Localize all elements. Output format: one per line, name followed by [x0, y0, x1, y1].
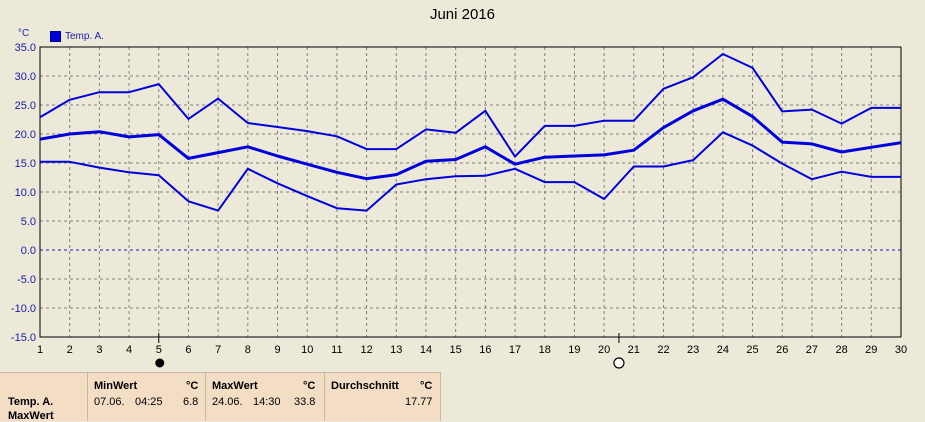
- x-tick-label: 15: [450, 344, 462, 356]
- max-header: MaxWert: [212, 380, 258, 392]
- min-date: 07.06.: [94, 396, 125, 408]
- x-tick-label: 14: [420, 344, 432, 356]
- x-tick-label: 27: [806, 344, 818, 356]
- y-tick-label: 20.0: [15, 129, 36, 141]
- x-tick-label: 3: [96, 344, 102, 356]
- legend-label: Temp. A.: [65, 31, 104, 42]
- y-tick-label: 35.0: [15, 42, 36, 54]
- x-tick-label: 11: [331, 344, 342, 356]
- y-tick-label: 25.0: [15, 100, 36, 112]
- series-line-max: [39, 53, 901, 158]
- x-tick-label: 1: [37, 344, 43, 356]
- x-tick-label: 6: [185, 344, 191, 356]
- x-tick-label: 30: [895, 344, 907, 356]
- y-tick-label: -5.0: [17, 274, 36, 286]
- plot-frame: [39, 46, 902, 338]
- stats-divider: [440, 373, 441, 421]
- x-tick-label: 22: [657, 344, 669, 356]
- x-tick-label: 8: [245, 344, 251, 356]
- x-tick-label: 24: [717, 344, 729, 356]
- y-tick-label: 10.0: [15, 187, 36, 199]
- min-unit: °C: [186, 380, 199, 392]
- x-tick-label: 7: [215, 344, 221, 356]
- min-header: MinWert: [94, 380, 138, 392]
- x-tick-label: 16: [479, 344, 491, 356]
- line-chart: 35.0 30.0 25.0 20.0 15.0 10.0 5.0 0.0 -5.0 -10.0 -…: [11, 42, 907, 369]
- x-tick-label: 12: [360, 344, 372, 356]
- x-tick-label: 21: [628, 344, 640, 356]
- x-tick-label: 26: [776, 344, 788, 356]
- series-line-avg: [39, 97, 902, 181]
- moon-phase-new-icon: [613, 357, 625, 369]
- x-tick-label: 18: [539, 344, 551, 356]
- x-tick-label: 4: [126, 344, 132, 356]
- x-tick-label: 13: [390, 344, 402, 356]
- stats-table: Temp. A. MaxWert MinWert °C 07.06. 04:25…: [0, 372, 441, 422]
- y-tick-label: 0.0: [21, 245, 36, 257]
- x-tick-label: 2: [67, 344, 73, 356]
- x-tick-label: 17: [509, 344, 521, 356]
- x-tick-label: 23: [687, 344, 699, 356]
- stats-divider: [87, 373, 88, 421]
- x-tick-label: 10: [301, 344, 313, 356]
- stats-panel: Temp. A. MaxWert MinWert °C 07.06. 04:25…: [0, 372, 925, 422]
- stats-row-label-2: MaxWert: [8, 410, 54, 422]
- min-value: 6.8: [183, 396, 199, 408]
- y-unit-label: °C: [18, 28, 30, 39]
- x-tick-label: 20: [598, 344, 610, 356]
- max-time: 14:30: [253, 396, 281, 408]
- x-tick-label: 19: [568, 344, 580, 356]
- y-tick-label: -10.0: [11, 303, 36, 315]
- legend: Temp. A.: [50, 31, 104, 42]
- stats-divider: [205, 373, 206, 421]
- stats-divider: [324, 373, 325, 421]
- max-unit: °C: [303, 380, 316, 392]
- x-tick-label: 28: [835, 344, 847, 356]
- y-tick-label: -15.0: [11, 332, 36, 344]
- max-value: 33.8: [294, 396, 316, 408]
- x-tick-label: 5: [156, 344, 162, 356]
- y-tick-label: 30.0: [15, 71, 36, 83]
- series-line-min: [40, 131, 901, 212]
- chart-title: Juni 2016: [429, 6, 496, 23]
- x-tick-label: 25: [746, 344, 758, 356]
- min-time: 04:25: [135, 396, 163, 408]
- avg-value: 17.77: [405, 396, 433, 408]
- x-tick-label: 9: [274, 344, 280, 356]
- y-tick-label: 15.0: [15, 158, 36, 170]
- max-date: 24.06.: [212, 396, 243, 408]
- y-tick-label: 5.0: [21, 216, 36, 228]
- stats-row-label: Temp. A.: [8, 396, 54, 408]
- avg-header: Durchschnitt: [331, 380, 399, 392]
- moon-phase-full-icon: [155, 358, 165, 368]
- x-tick-label: 29: [865, 344, 877, 356]
- plot-area: [40, 47, 901, 337]
- legend-swatch: [50, 31, 61, 42]
- avg-unit: °C: [420, 380, 433, 392]
